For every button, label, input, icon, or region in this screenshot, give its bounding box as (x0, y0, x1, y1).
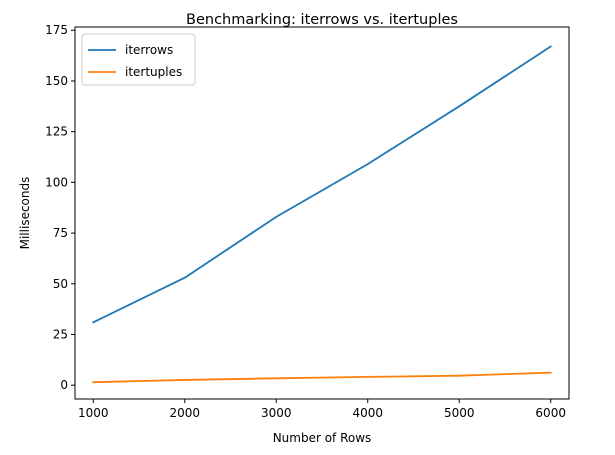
y-axis-label: Milliseconds (18, 177, 32, 250)
legend-label-iterrows: iterrows (125, 43, 173, 57)
y-axis: 0 25 50 75 100 125 150 175 (45, 23, 75, 392)
x-tick-label: 4000 (352, 406, 383, 420)
y-tick-label: 175 (45, 23, 68, 37)
legend-label-itertuples: itertuples (125, 65, 182, 79)
y-tick-label: 150 (45, 74, 68, 88)
series-line-iterrows (92, 45, 552, 324)
series-line-itertuples (92, 371, 552, 384)
y-tick-label: 25 (53, 327, 68, 341)
x-tick-label: 2000 (170, 406, 201, 420)
y-tick-label: 75 (53, 226, 68, 240)
legend: iterrows itertuples (81, 33, 196, 86)
y-tick-label: 125 (45, 125, 68, 139)
x-tick-label: 6000 (535, 406, 566, 420)
plot-area-frame (74, 26, 570, 400)
x-axis: 1000 2000 3000 4000 5000 6000 (78, 399, 566, 420)
x-tick-label: 5000 (444, 406, 475, 420)
x-axis-label: Number of Rows (273, 431, 372, 445)
y-tick-label: 50 (53, 277, 68, 291)
x-tick-label: 1000 (78, 406, 109, 420)
chart-title: Benchmarking: iterrows vs. itertuples (186, 12, 458, 28)
y-tick-label: 0 (60, 378, 68, 392)
series-lines (92, 45, 552, 384)
x-tick-label: 3000 (261, 406, 292, 420)
y-tick-label: 100 (45, 175, 68, 189)
